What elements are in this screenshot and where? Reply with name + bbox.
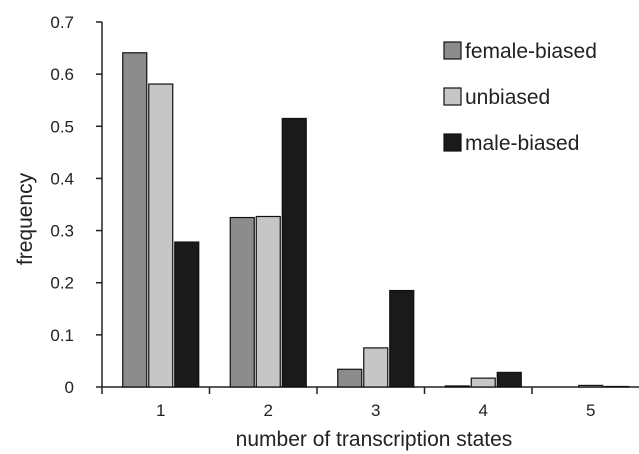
bar-unbiased-5	[578, 384, 604, 388]
bar-male-biased-3	[389, 289, 415, 388]
bar-male-biased-4	[496, 371, 522, 388]
legend-label: unbiased	[465, 86, 550, 109]
y-tick-label: 0.4	[50, 169, 74, 188]
bar-male-biased-1	[174, 241, 200, 388]
bar-male-biased-2	[281, 117, 307, 388]
bar-female-biased-4	[444, 385, 470, 388]
y-tick-label: 0.6	[50, 65, 74, 84]
y-tick-label: 0.3	[50, 222, 74, 241]
y-tick-label: 0.5	[50, 117, 74, 136]
bar-unbiased-1	[148, 83, 174, 388]
legend-swatch	[443, 87, 462, 106]
x-tick-label: 2	[264, 401, 273, 420]
y-axis-title: frequency	[14, 172, 37, 265]
legend-label: female-biased	[465, 40, 597, 63]
legend: female-biased unbiased male-biased	[443, 40, 597, 155]
legend-swatch	[443, 133, 462, 152]
y-tick-label: 0.2	[50, 274, 74, 293]
y-tick-label: 0	[65, 378, 74, 397]
bar-male-biased-5	[604, 385, 630, 388]
bar-unbiased-3	[363, 347, 389, 388]
bar-female-biased-1	[122, 52, 148, 388]
bar-unbiased-2	[255, 215, 281, 388]
x-axis-title: number of transcription states	[236, 428, 513, 451]
bar-female-biased-3	[337, 368, 363, 388]
legend-swatch	[443, 41, 462, 60]
x-tick-label: 1	[156, 401, 165, 420]
y-tick-label: 0.7	[50, 13, 74, 32]
legend-label: male-biased	[465, 132, 579, 155]
y-tick-label: 0.1	[50, 326, 74, 345]
x-tick-label: 3	[371, 401, 380, 420]
bar-unbiased-4	[470, 377, 496, 388]
bars	[122, 52, 630, 388]
x-tick-label: 5	[586, 401, 595, 420]
x-tick-label: 4	[479, 401, 488, 420]
bar-female-biased-2	[229, 216, 255, 388]
